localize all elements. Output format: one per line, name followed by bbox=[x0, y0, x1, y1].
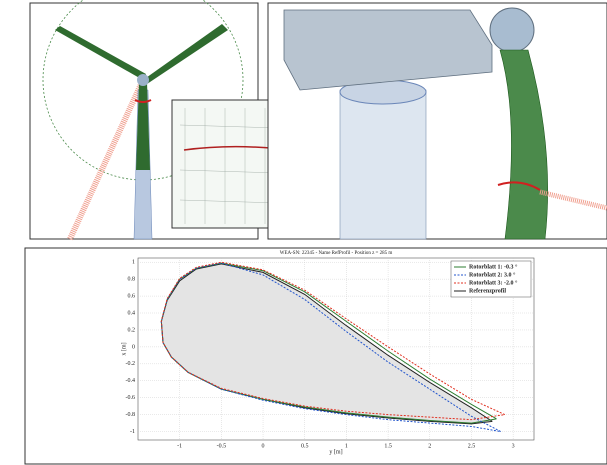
x-axis-label: y [m] bbox=[329, 449, 342, 455]
profile-line bbox=[160, 261, 506, 421]
y-tick-label: -0.6 bbox=[126, 395, 136, 401]
x-tick-label: 2 bbox=[428, 443, 431, 449]
x-tick-label: 0 bbox=[262, 443, 265, 449]
y-axis-label: x [m] bbox=[121, 342, 127, 355]
y-tick-label: 0.6 bbox=[128, 293, 136, 299]
y-tick-label: -0.8 bbox=[126, 412, 136, 418]
y-tick-label: 0.8 bbox=[128, 277, 136, 283]
y-tick-label: 0.4 bbox=[128, 310, 136, 316]
x-tick-label: 3 bbox=[512, 443, 515, 449]
y-tick-label: -0.4 bbox=[126, 378, 136, 384]
x-tick-label: 1.5 bbox=[384, 443, 392, 449]
y-tick-label: 1 bbox=[132, 260, 135, 266]
x-tick-label: 2.5 bbox=[468, 443, 476, 449]
x-tick-label: 0.5 bbox=[301, 443, 309, 449]
y-tick-label: -0.2 bbox=[126, 361, 136, 367]
x-tick-label: -1 bbox=[177, 443, 182, 449]
x-tick-label: 1 bbox=[345, 443, 348, 449]
chart-title: WEA-SN: 22345 - Name RefProfil - Positio… bbox=[280, 251, 393, 256]
x-tick-label: -0.5 bbox=[217, 443, 227, 449]
legend-label: Referenzprofil bbox=[469, 288, 506, 294]
y-tick-label: 0.2 bbox=[128, 327, 136, 333]
plot-area: -1 -0.5 0 0.5 1 1.5 2 2.5 3 1 0.8 0.6 0.4 0.2 0 -0.2 -0.… bbox=[126, 257, 535, 449]
y-tick-label: -1 bbox=[130, 429, 135, 435]
legend-label: Rotorblatt 1: -0.3 ° bbox=[469, 263, 518, 270]
legend-label: Rotorblatt 3: -2.0 ° bbox=[469, 279, 518, 286]
legend-label: Rotorblatt 2: 3.0 ° bbox=[469, 271, 516, 278]
y-tick-label: 0 bbox=[132, 344, 135, 350]
nacelle-view bbox=[267, 2, 607, 240]
